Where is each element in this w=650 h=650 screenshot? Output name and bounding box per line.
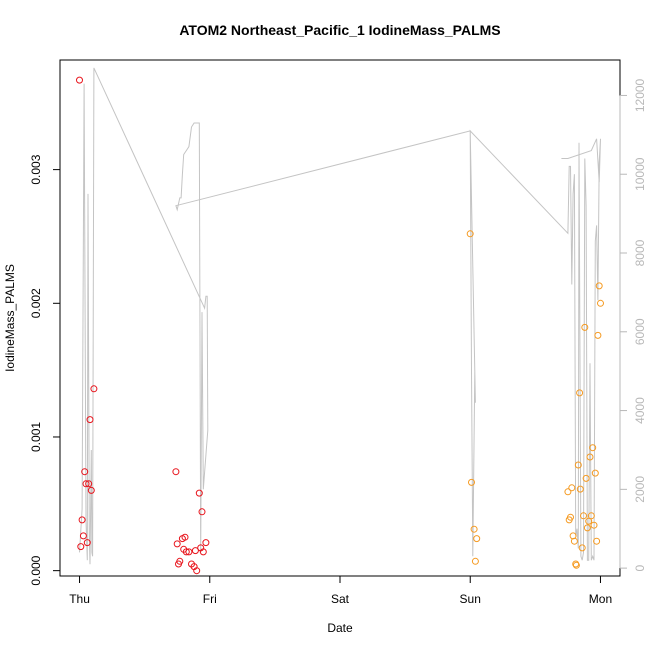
data-point (576, 485, 584, 493)
right-y-tick-label: 2000 (633, 476, 647, 503)
x-axis: Thu Fri Sat Sun Mon (69, 575, 612, 606)
data-point (568, 484, 576, 492)
data-point (468, 478, 475, 486)
data-point (574, 461, 582, 469)
right-y-tick-label: 12000 (633, 78, 647, 112)
data-point (578, 544, 586, 552)
x-tick-label: Sun (460, 592, 481, 606)
right-y-axis: 0 2000 4000 6000 8000 10000 12000 (619, 78, 647, 571)
data-point (78, 516, 86, 524)
data-point (85, 480, 93, 488)
data-point (572, 561, 580, 569)
data-point (191, 547, 199, 555)
data-point (90, 385, 98, 393)
data-point (199, 548, 207, 556)
plot-frame (59, 59, 621, 577)
points-layer (76, 76, 604, 575)
data-point (570, 537, 578, 545)
altitude-line (79, 67, 601, 565)
data-point (193, 567, 201, 575)
data-point (594, 331, 602, 339)
chart-title: ATOM2 Northeast_Pacific_1 IodineMass_PAL… (179, 22, 500, 38)
right-y-tick-label: 0 (633, 564, 647, 571)
data-point (587, 512, 595, 520)
data-point (567, 513, 574, 521)
data-point (181, 533, 189, 541)
data-point (195, 489, 203, 497)
data-point (564, 488, 572, 496)
data-point (471, 557, 479, 565)
data-point (470, 525, 478, 533)
data-point (76, 76, 83, 84)
data-point (81, 468, 89, 476)
data-point (582, 474, 590, 482)
data-point (597, 299, 604, 307)
data-point (79, 532, 87, 540)
data-point (593, 537, 601, 545)
data-point (595, 282, 603, 290)
data-point (202, 539, 210, 547)
data-point (585, 517, 593, 525)
data-point (198, 508, 206, 516)
data-point (576, 389, 584, 397)
right-y-tick-label: 8000 (633, 239, 647, 266)
x-tick-label: Fri (203, 592, 217, 606)
y-tick-label: 0.000 (29, 555, 43, 585)
altitude-line-layer (79, 67, 601, 565)
data-point (466, 230, 474, 238)
data-point (590, 521, 598, 529)
y-tick-label: 0.003 (29, 154, 43, 184)
data-point (580, 512, 587, 520)
data-point (176, 557, 184, 565)
y-tick-label: 0.002 (29, 288, 43, 318)
right-y-tick-label: 10000 (633, 157, 647, 191)
data-point (173, 540, 181, 548)
y-axis-label: IodineMass_PALMS (3, 264, 17, 372)
data-point (82, 480, 90, 488)
right-y-tick-label: 6000 (633, 318, 647, 345)
data-point (83, 539, 91, 547)
data-point (87, 486, 95, 494)
y-axis: 0.000 0.001 0.002 0.003 (29, 154, 61, 586)
data-point (583, 524, 591, 532)
data-point (591, 469, 599, 477)
y-tick-label: 0.001 (29, 422, 43, 452)
data-point (473, 535, 481, 543)
data-point (182, 548, 190, 556)
data-point (77, 543, 85, 551)
data-point (172, 468, 180, 476)
x-tick-label: Mon (589, 592, 612, 606)
data-point (581, 323, 589, 331)
x-axis-label: Date (327, 621, 353, 635)
x-tick-label: Sat (331, 592, 350, 606)
right-y-tick-label: 4000 (633, 397, 647, 424)
data-point (86, 416, 94, 424)
data-point (185, 548, 193, 556)
data-point (589, 444, 597, 452)
x-tick-label: Thu (69, 592, 90, 606)
data-point (586, 453, 594, 461)
